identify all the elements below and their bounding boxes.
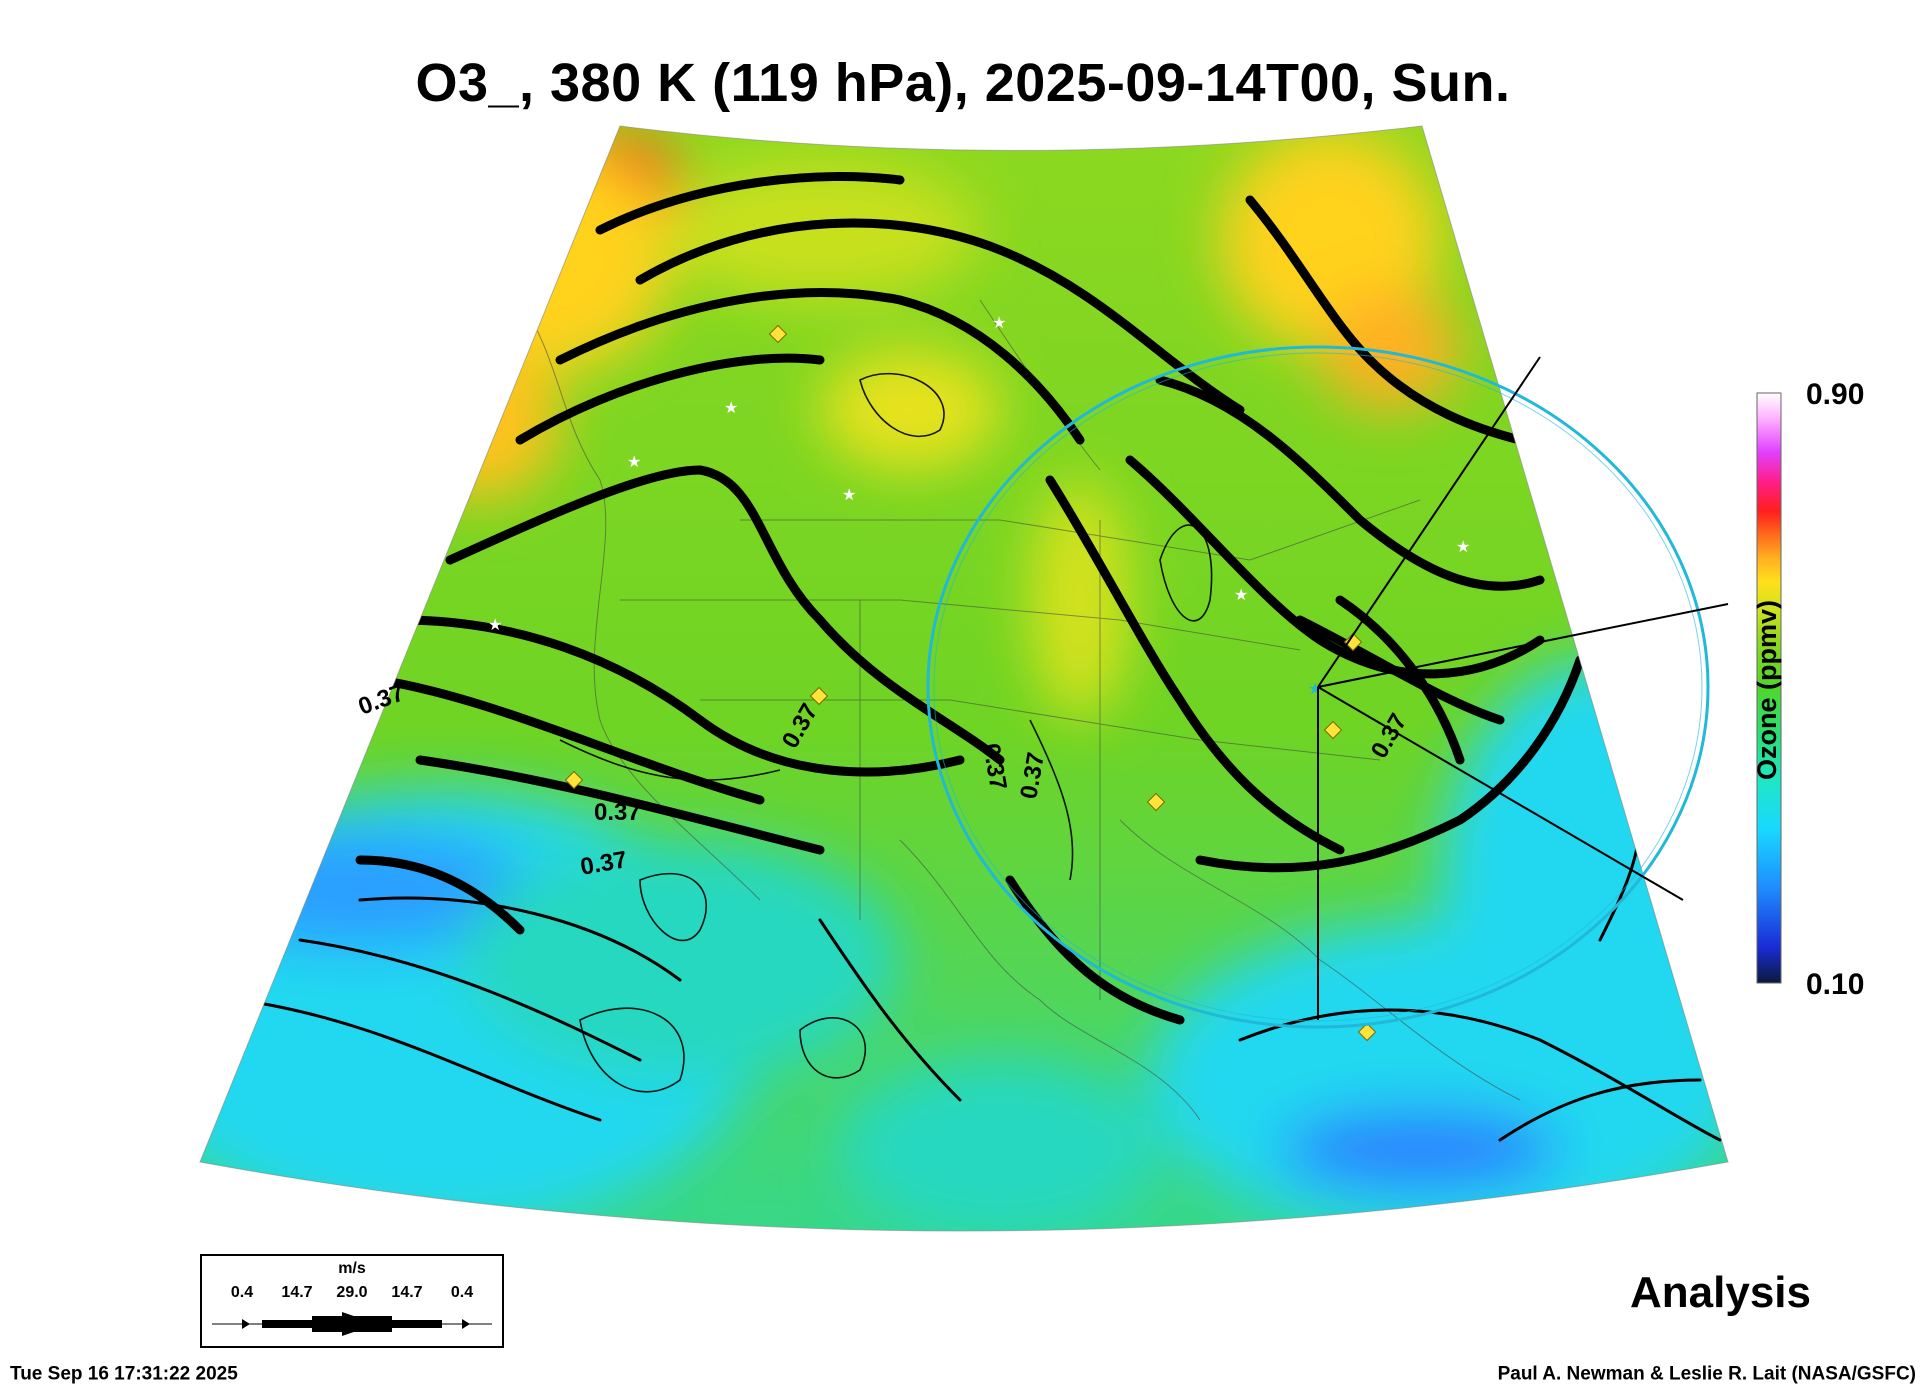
colorbar-min-label: 0.10 — [1806, 968, 1865, 1001]
legend-value: 0.4 — [450, 1284, 474, 1301]
colorbar — [1756, 392, 1782, 984]
ozone-field — [200, 126, 1728, 1231]
observation-circle — [926, 345, 1710, 1029]
legend-value: 0.4 — [230, 1284, 254, 1301]
thin-streamlines — [238, 818, 1722, 1142]
colorbar-max-label: 0.90 — [1806, 378, 1865, 411]
svg-text:★: ★ — [488, 617, 502, 634]
wind-speed-legend: m/s 0.4 14.7 29.0 14.7 0.4 — [200, 1254, 504, 1348]
legend-arrow — [212, 1312, 492, 1336]
legend-value: 29.0 — [336, 1284, 368, 1301]
timestamp: Tue Sep 16 17:31:22 2025 — [10, 1363, 238, 1385]
svg-text:★: ★ — [1234, 587, 1248, 604]
svg-text:★: ★ — [724, 400, 738, 417]
legend-value: 14.7 — [281, 1284, 313, 1301]
ozone-contours — [559, 372, 1213, 1093]
station-markers — [564, 324, 1377, 1042]
legend-unit: m/s — [338, 1260, 366, 1277]
legend-value: 14.7 — [391, 1284, 423, 1301]
svg-text:★: ★ — [992, 315, 1006, 332]
credit: Paul A. Newman & Leslie R. Lait (NASA/GS… — [1497, 1363, 1916, 1385]
svg-text:★: ★ — [1456, 539, 1470, 556]
wind-streamlines — [355, 172, 1585, 1025]
svg-text:★: ★ — [842, 487, 856, 504]
flight-track — [1317, 356, 1729, 1020]
svg-text:★: ★ — [627, 454, 641, 471]
contour-label: 0.37 — [594, 799, 641, 826]
colorbar-title: Ozone (ppmv) — [1752, 600, 1782, 780]
station-stars: ★★★ ★★★ ★★ — [488, 315, 1470, 698]
map-title: O3_, 380 K (119 hPa), 2025-09-14T00, Sun… — [415, 53, 1511, 113]
analysis-label: Analysis — [1630, 1268, 1811, 1317]
